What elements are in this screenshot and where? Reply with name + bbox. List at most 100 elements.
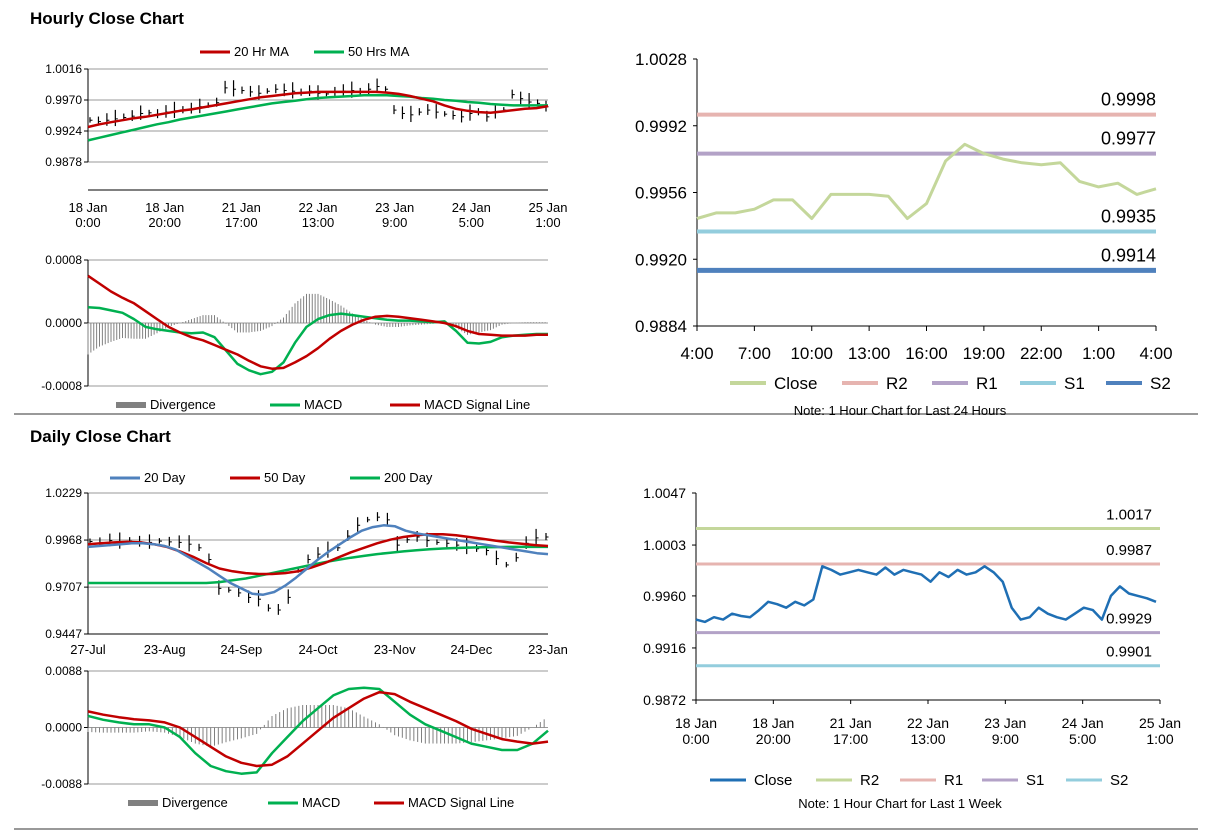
hourly-macd-line (87, 306, 548, 376)
daily-levels-xtick-label: 22 Jan 13:00 (907, 715, 949, 747)
hourly-ma50-line (87, 94, 548, 142)
hourly-price-chart: 1.0016 0.9970 0.9924 0.9878 18 Jan 0:00 18 Jan… (45, 44, 567, 230)
daily-price-xtick-label: 24-Dec (450, 642, 492, 657)
hourly-macd-ytick-label: 0.0008 (45, 253, 82, 267)
hourly-section-title: Hourly Close Chart (30, 9, 184, 28)
daily-ma20-line (87, 524, 549, 596)
hourly-price-xtick-label: 18 Jan 20:00 (145, 200, 184, 230)
hourly-price-xtick-label: 22 Jan 13:00 (298, 200, 337, 230)
hourly-macd-legend-label: Divergence (150, 397, 216, 412)
daily-signal-line (87, 690, 549, 768)
hourly-macd-ytick-label: 0.0000 (45, 316, 82, 330)
daily-macd-legend-label: MACD (302, 795, 340, 810)
daily-levels-legend-label: R1 (944, 772, 963, 789)
daily-levels-xtick-label: 25 Jan 1:00 (1139, 715, 1181, 747)
hourly-macd-ytick-label: -0.0008 (41, 379, 82, 393)
daily-levels-ytick-label: 1.0003 (643, 537, 686, 553)
hourly-levels-xtick-label: 10:00 (790, 344, 833, 363)
daily-price-ytick-label: 0.9707 (45, 580, 82, 594)
daily-level-r1-label: 0.9987 (1106, 542, 1152, 559)
daily-levels-xtick-label: 24 Jan 5:00 (1062, 715, 1104, 747)
daily-levels-xtick-label: 23 Jan 9:00 (984, 715, 1026, 747)
hourly-levels-xtick-label: 1:00 (1082, 344, 1115, 363)
hourly-macd-legend-label: MACD (304, 397, 342, 412)
hourly-levels-xtick-label: 16:00 (905, 344, 948, 363)
hourly-price-legend-label: 20 Hr MA (234, 44, 289, 59)
hourly-level-r1-label: 0.9977 (1101, 129, 1156, 149)
hourly-price-ytick-label: 0.9924 (45, 124, 82, 138)
hourly-macd-chart: 0.0008 0.0000 -0.0008 Divergence MACD MACD Si… (41, 253, 548, 412)
hourly-levels-xtick-label: 4:00 (680, 344, 713, 363)
daily-macd-ytick-label: 0.0000 (45, 721, 82, 735)
daily-macd-legend-label: Divergence (162, 795, 228, 810)
daily-levels-xtick-label: 18 Jan 0:00 (675, 715, 717, 747)
daily-levels-xtick-label: 18 Jan 20:00 (752, 715, 794, 747)
hourly-price-xtick-label: 24 Jan 5:00 (452, 200, 491, 230)
daily-levels-legend-label: R2 (860, 772, 879, 789)
daily-macd-legend-label: MACD Signal Line (408, 795, 514, 810)
hourly-levels-ytick-label: 1.0028 (635, 50, 687, 69)
daily-levels-ytick-label: 0.9960 (643, 588, 686, 604)
daily-price-legend-label: 50 Day (264, 470, 306, 485)
hourly-price-xtick-label: 21 Jan 17:00 (222, 200, 261, 230)
daily-levels-ytick-label: 1.0047 (643, 485, 686, 501)
hourly-price-legend-label: 50 Hrs MA (348, 44, 410, 59)
daily-price-xtick-label: 27-Jul (70, 642, 106, 657)
hourly-levels-legend-label: Close (774, 374, 817, 393)
hourly-levels-legend-label: S1 (1064, 374, 1085, 393)
hourly-ma20-line (87, 90, 549, 129)
daily-price-xtick-label: 23-Jan (528, 642, 568, 657)
daily-level-s1-label: 0.9929 (1106, 611, 1152, 628)
daily-price-legend-label: 20 Day (144, 470, 186, 485)
daily-section-title: Daily Close Chart (30, 427, 171, 446)
hourly-level-s1-label: 0.9935 (1101, 206, 1156, 226)
hourly-levels-legend-label: R1 (976, 374, 998, 393)
hourly-signal-line (87, 274, 548, 370)
daily-levels-note: Note: 1 Hour Chart for Last 1 Week (798, 796, 1002, 811)
hourly-levels-note: Note: 1 Hour Chart for Last 24 Hours (794, 403, 1007, 418)
hourly-levels-xtick-label: 22:00 (1020, 344, 1063, 363)
daily-levels-ytick-label: 0.9872 (643, 692, 686, 708)
hourly-level-s2-label: 0.9914 (1101, 245, 1156, 265)
daily-ma200-line (88, 545, 548, 585)
hourly-price-ytick-label: 1.0016 (45, 62, 82, 76)
daily-price-legend-label: 200 Day (384, 470, 433, 485)
hourly-close-line (696, 142, 1157, 220)
daily-close-line (695, 565, 1157, 624)
hourly-levels-chart: 1.0028 0.9992 0.9956 0.9920 0.9884 4:00 7:00 10… (635, 50, 1173, 418)
hourly-macd-legend-label: MACD Signal Line (424, 397, 530, 412)
section-divider (14, 413, 1198, 415)
daily-price-xtick-label: 24-Sep (220, 642, 262, 657)
daily-macd-ytick-label: -0.0088 (41, 777, 82, 791)
daily-level-r2-label: 1.0017 (1106, 506, 1152, 523)
hourly-levels-ytick-label: 0.9992 (635, 117, 687, 136)
hourly-level-r2-label: 0.9998 (1101, 90, 1156, 110)
daily-price-ytick-label: 0.9968 (45, 533, 82, 547)
hourly-price-ytick-label: 0.9970 (45, 93, 82, 107)
hourly-levels-ytick-label: 0.9920 (635, 250, 687, 269)
daily-levels-legend-label: S1 (1026, 772, 1044, 789)
hourly-levels-xtick-label: 4:00 (1139, 344, 1172, 363)
hourly-levels-ytick-label: 0.9956 (635, 184, 687, 203)
daily-price-xtick-label: 23-Aug (144, 642, 186, 657)
hourly-levels-legend-label: R2 (886, 374, 908, 393)
hourly-price-xtick-label: 18 Jan 0:00 (68, 200, 107, 230)
hourly-price-xtick-label: 25 Jan 1:00 (528, 200, 567, 230)
hourly-levels-legend-label: S2 (1150, 374, 1171, 393)
daily-price-xtick-label: 23-Nov (374, 642, 416, 657)
daily-price-ytick-label: 1.0229 (45, 486, 82, 500)
daily-macd-chart: 0.0088 0.0000 -0.0088 Divergence MACD MACD Si… (41, 664, 549, 810)
hourly-price-ytick-label: 0.9878 (45, 155, 82, 169)
daily-macd-ytick-label: 0.0088 (45, 664, 82, 678)
daily-macd-legend-swatch (128, 800, 158, 806)
hourly-levels-xtick-label: 19:00 (963, 344, 1006, 363)
hourly-macd-legend-swatch (116, 402, 146, 408)
daily-price-ytick-label: 0.9447 (45, 627, 82, 641)
hourly-levels-xtick-label: 13:00 (848, 344, 891, 363)
bottom-divider (14, 828, 1198, 830)
hourly-levels-ytick-label: 0.9884 (635, 317, 687, 336)
daily-macd-line (87, 686, 549, 775)
daily-price-xtick-label: 24-Oct (298, 642, 337, 657)
hourly-price-xtick-label: 23 Jan 9:00 (375, 200, 414, 230)
